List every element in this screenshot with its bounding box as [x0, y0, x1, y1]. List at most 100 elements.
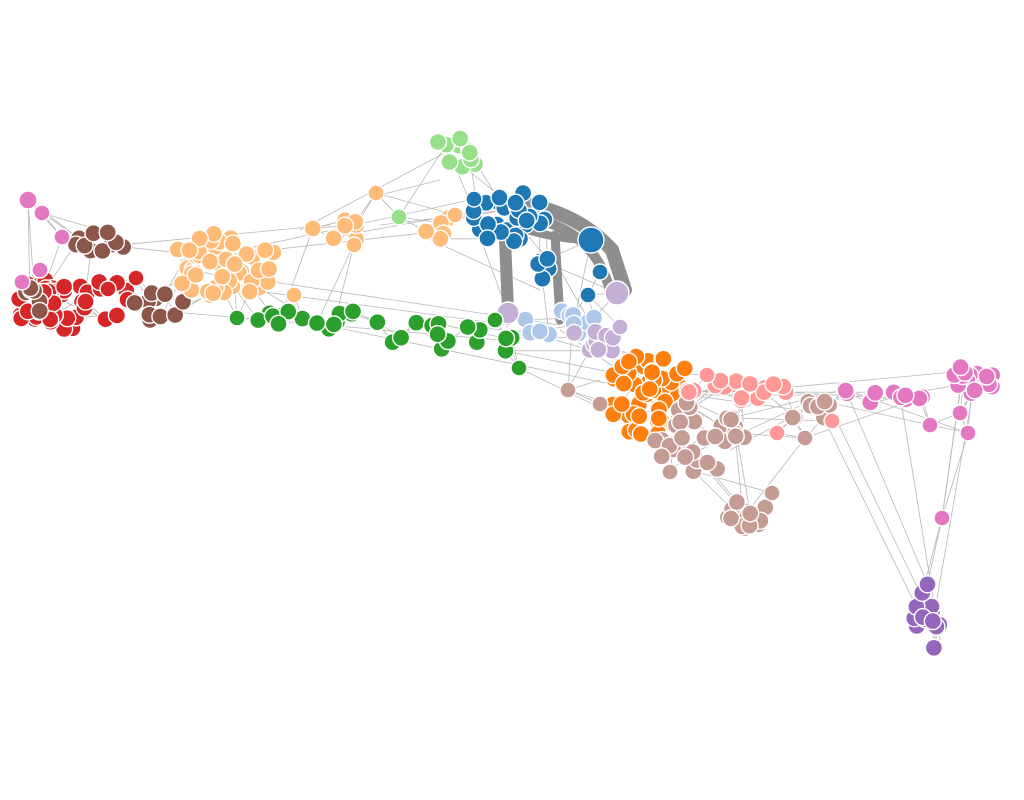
- graph-node-green[interactable]: [407, 313, 426, 332]
- graph-node-green[interactable]: [496, 329, 516, 348]
- graph-node-light-orange[interactable]: [335, 216, 355, 235]
- graph-node-rosy-brown[interactable]: [706, 427, 725, 446]
- graph-node-red[interactable]: [99, 280, 117, 298]
- graph-node-orchid[interactable]: [933, 509, 951, 527]
- graph-node-green[interactable]: [428, 325, 447, 344]
- graph-node-purple[interactable]: [923, 611, 942, 631]
- graph-node-orchid[interactable]: [53, 228, 71, 246]
- graph-node-red[interactable]: [107, 306, 127, 325]
- graph-node-orange[interactable]: [612, 394, 631, 414]
- graph-node-green[interactable]: [510, 359, 528, 377]
- graph-node-light-orange[interactable]: [203, 284, 223, 303]
- graph-node-light-orange[interactable]: [259, 259, 279, 279]
- graph-node-purple[interactable]: [924, 638, 944, 657]
- graph-node-brown[interactable]: [155, 285, 175, 304]
- graph-node-light-blue[interactable]: [530, 322, 550, 341]
- graph-node-light-green[interactable]: [460, 143, 479, 162]
- graph-node-rosy-brown[interactable]: [741, 504, 760, 523]
- graph-node-light-orange[interactable]: [200, 252, 220, 271]
- graph-node-rosy-brown[interactable]: [661, 463, 679, 481]
- graph-node-pink[interactable]: [679, 382, 699, 402]
- graph-node-light-orange[interactable]: [240, 282, 259, 301]
- graph-node-red[interactable]: [127, 269, 145, 287]
- graph-node-rosy-brown[interactable]: [783, 408, 802, 427]
- graph-node-orchid[interactable]: [836, 381, 855, 400]
- graph-node-rosy-brown[interactable]: [672, 428, 692, 448]
- graph-node-rosy-brown[interactable]: [675, 447, 695, 467]
- graph-node-orchid[interactable]: [977, 367, 996, 386]
- graph-node-green[interactable]: [486, 311, 504, 329]
- graph-node-light-orange[interactable]: [223, 234, 243, 253]
- graph-node-purple[interactable]: [918, 575, 937, 594]
- graph-node-orchid[interactable]: [959, 424, 977, 442]
- graph-node-light-green[interactable]: [451, 129, 470, 148]
- graph-node-red[interactable]: [76, 292, 95, 311]
- graph-node-orange[interactable]: [642, 363, 662, 382]
- graph-node-light-orange[interactable]: [255, 240, 275, 260]
- graph-node-pink[interactable]: [732, 388, 751, 408]
- graph-node-orchid[interactable]: [13, 273, 31, 291]
- graph-node-lavender[interactable]: [589, 340, 608, 359]
- graph-node-light-orange[interactable]: [237, 244, 256, 264]
- graph-node-brown[interactable]: [93, 241, 112, 261]
- graph-node-orange[interactable]: [619, 352, 639, 371]
- graph-node-orchid[interactable]: [951, 404, 969, 422]
- graph-node-orchid[interactable]: [866, 383, 885, 402]
- graph-node-brown[interactable]: [98, 223, 117, 242]
- graph-node-blue[interactable]: [490, 188, 509, 207]
- graph-node-rosy-brown[interactable]: [815, 392, 834, 411]
- graph-node-pink[interactable]: [740, 374, 760, 394]
- graph-node-light-orange[interactable]: [446, 206, 464, 224]
- graph-node-blue[interactable]: [577, 226, 605, 254]
- graph-node-rosy-brown[interactable]: [721, 509, 741, 528]
- graph-node-blue[interactable]: [530, 193, 549, 212]
- graph-node-blue[interactable]: [591, 263, 609, 281]
- graph-node-light-orange[interactable]: [285, 286, 303, 304]
- graph-node-green[interactable]: [228, 309, 246, 327]
- graph-node-light-orange[interactable]: [345, 236, 363, 254]
- graph-node-green[interactable]: [269, 314, 288, 333]
- graph-node-blue[interactable]: [506, 193, 525, 212]
- graph-node-light-orange[interactable]: [186, 265, 206, 285]
- graph-node-orange[interactable]: [649, 409, 668, 428]
- graph-node-pink[interactable]: [764, 375, 783, 394]
- graph-node-orchid[interactable]: [951, 357, 970, 377]
- graph-node-blue[interactable]: [465, 190, 483, 208]
- graph-node-orange[interactable]: [654, 349, 673, 368]
- graph-node-light-orange[interactable]: [303, 219, 322, 238]
- graph-node-blue[interactable]: [517, 211, 536, 230]
- graph-node-rosy-brown[interactable]: [796, 429, 814, 447]
- graph-node-pink[interactable]: [698, 366, 716, 384]
- graph-node-blue[interactable]: [579, 286, 597, 304]
- graph-node-brown[interactable]: [75, 236, 94, 255]
- graph-node-orchid[interactable]: [921, 416, 939, 434]
- graph-node-green[interactable]: [458, 317, 477, 337]
- graph-node-green[interactable]: [368, 313, 387, 332]
- graph-node-rosy-brown[interactable]: [727, 492, 747, 512]
- graph-node-rosy-brown[interactable]: [652, 447, 671, 466]
- graph-node-lavender[interactable]: [564, 323, 584, 343]
- graph-node-rosy-brown[interactable]: [726, 427, 745, 446]
- graph-node-light-orange[interactable]: [190, 229, 209, 248]
- graph-node-green[interactable]: [279, 302, 298, 321]
- graph-node-green[interactable]: [343, 302, 363, 321]
- graph-node-green[interactable]: [391, 328, 411, 347]
- graph-node-red[interactable]: [54, 277, 74, 296]
- graph-node-orange[interactable]: [675, 359, 694, 378]
- graph-node-brown[interactable]: [125, 293, 144, 313]
- graph-node-orange[interactable]: [640, 379, 659, 399]
- graph-node-pink[interactable]: [823, 412, 841, 430]
- graph-node-light-orange[interactable]: [172, 274, 192, 293]
- graph-node-blue[interactable]: [478, 229, 497, 248]
- graph-node-rosy-brown[interactable]: [591, 395, 609, 413]
- graph-node-light-orange[interactable]: [180, 241, 199, 260]
- graph-node-light-green[interactable]: [428, 132, 448, 152]
- graph-node-rosy-brown[interactable]: [763, 484, 781, 502]
- graph-node-orchid[interactable]: [31, 261, 49, 279]
- graph-node-lavender[interactable]: [611, 318, 629, 336]
- graph-node-light-orange[interactable]: [324, 229, 343, 248]
- graph-node-rosy-brown[interactable]: [559, 381, 577, 399]
- graph-node-lavender[interactable]: [604, 280, 630, 306]
- graph-node-orchid[interactable]: [965, 381, 984, 400]
- graph-node-pink[interactable]: [768, 424, 786, 442]
